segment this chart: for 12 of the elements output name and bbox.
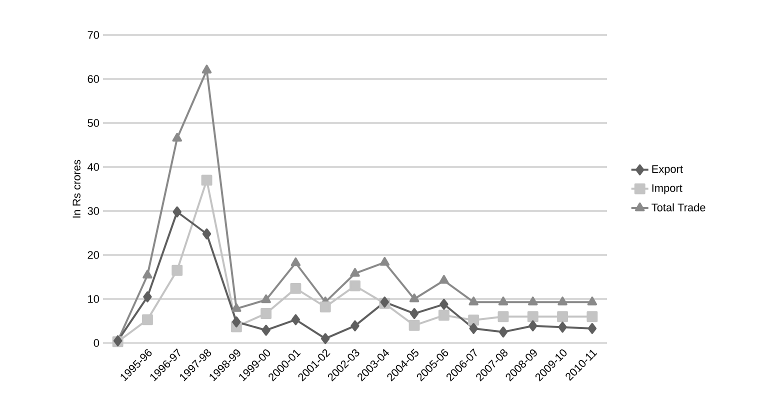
y-tick-label: 0 bbox=[94, 339, 100, 347]
y-tick-label: 10 bbox=[88, 295, 100, 303]
legend-label: Export bbox=[652, 165, 683, 176]
y-tick-label: 30 bbox=[88, 207, 100, 215]
y-tick-label: 50 bbox=[88, 119, 100, 127]
y-tick-label: 70 bbox=[88, 31, 100, 39]
y-tick-label: 20 bbox=[88, 251, 100, 259]
y-tick-label: 40 bbox=[88, 163, 100, 171]
legend-label: Total Trade bbox=[652, 203, 706, 212]
y-tick-label: 60 bbox=[88, 75, 100, 83]
legend-label: Import bbox=[652, 184, 682, 194]
y-axis-title: In Rs crores bbox=[72, 160, 80, 218]
